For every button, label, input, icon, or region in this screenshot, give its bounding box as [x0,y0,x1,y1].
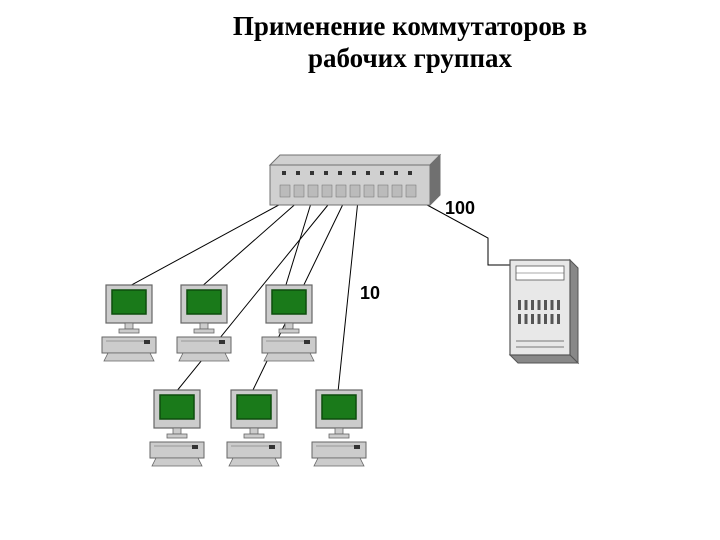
title-line-1: Применение коммутаторов в [150,10,670,42]
page-title: Применение коммутаторов в рабочих группа… [150,10,670,75]
title-line-2: рабочих группах [150,42,670,74]
client-speed-label: 10 [360,283,380,304]
diagram-canvas [0,0,720,540]
uplink-speed-label: 100 [445,198,475,219]
